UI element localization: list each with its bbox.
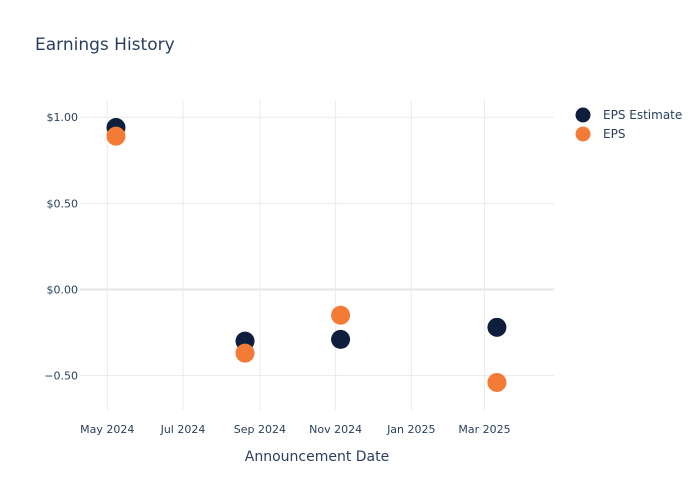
x-tick-label: Jan 2025: [386, 423, 435, 436]
y-tick-label: −0.50: [44, 370, 78, 383]
x-tick-label: Sep 2024: [234, 423, 286, 436]
x-tick-label: Jul 2024: [160, 423, 206, 436]
data-point[interactable]: [235, 343, 255, 363]
data-markers: [106, 118, 507, 392]
y-tick-label: $0.50: [47, 197, 79, 210]
grid-lines: [80, 100, 554, 410]
y-axis-ticks: $1.00 $0.50 $0.00 −0.50: [44, 111, 78, 382]
data-point[interactable]: [106, 126, 126, 146]
legend-marker-icon: [575, 126, 591, 142]
data-point[interactable]: [331, 329, 351, 349]
x-tick-label: Nov 2024: [309, 423, 362, 436]
x-tick-label: May 2024: [80, 423, 134, 436]
y-tick-label: $0.00: [47, 283, 79, 296]
data-point[interactable]: [331, 305, 351, 325]
x-axis-ticks: May 2024 Jul 2024 Sep 2024 Nov 2024 Jan 2025…: [80, 423, 510, 436]
series-eps-estimate: [106, 118, 507, 351]
legend[interactable]: EPS Estimate EPS: [575, 107, 683, 142]
data-point[interactable]: [487, 372, 507, 392]
data-point[interactable]: [487, 317, 507, 337]
legend-item[interactable]: EPS Estimate: [575, 107, 683, 123]
legend-marker-icon: [575, 107, 591, 123]
legend-label: EPS Estimate: [603, 108, 682, 122]
x-axis-title: Announcement Date: [245, 449, 389, 465]
legend-label: EPS: [603, 127, 625, 141]
y-tick-label: $1.00: [47, 111, 79, 124]
series-eps: [106, 126, 507, 392]
legend-item[interactable]: EPS: [575, 126, 626, 142]
x-tick-label: Mar 2025: [458, 423, 510, 436]
chart-title: Earnings History: [35, 35, 175, 55]
